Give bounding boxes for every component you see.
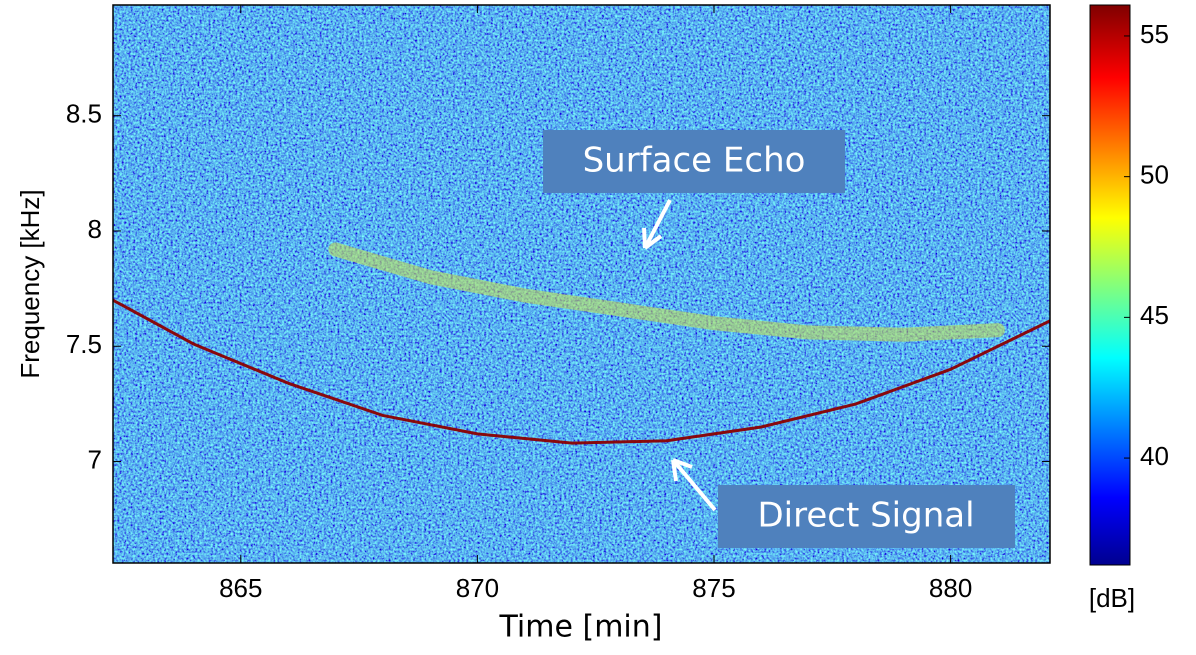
annotation-arrow [642,199,672,250]
colorbar-label: [dB] [1089,583,1135,613]
colorbar-tick-label: 50 [1140,160,1169,190]
colorbar-tick-label: 40 [1140,441,1169,471]
x-axis-label: Time [min] [499,610,663,645]
x-tick-label: 880 [929,573,972,603]
y-tick-label: 8 [88,214,102,244]
colorbar-tick-label: 55 [1140,19,1169,49]
annotation: Surface Echo [583,141,806,181]
colorbar-tick-label: 45 [1140,300,1169,330]
plot-frame [112,4,1051,564]
plot-area [113,242,1050,445]
annotation-box [543,130,845,193]
annotation: Direct Signal [757,496,974,536]
signal-trace [328,242,1005,342]
x-tick-label: 870 [456,573,499,603]
y-tick-label: 8.5 [66,99,102,129]
y-tick-label: 7 [88,444,102,474]
annotation-arrow [671,458,717,512]
signal-trace [113,298,1050,445]
y-tick-label: 7.5 [66,329,102,359]
annotation-box [718,485,1015,548]
colorbar [1089,4,1131,566]
spectrogram-background [113,5,1050,563]
x-tick-label: 875 [692,573,735,603]
x-tick-label: 865 [219,573,262,603]
y-axis-label: Frequency [kHz] [15,189,45,378]
